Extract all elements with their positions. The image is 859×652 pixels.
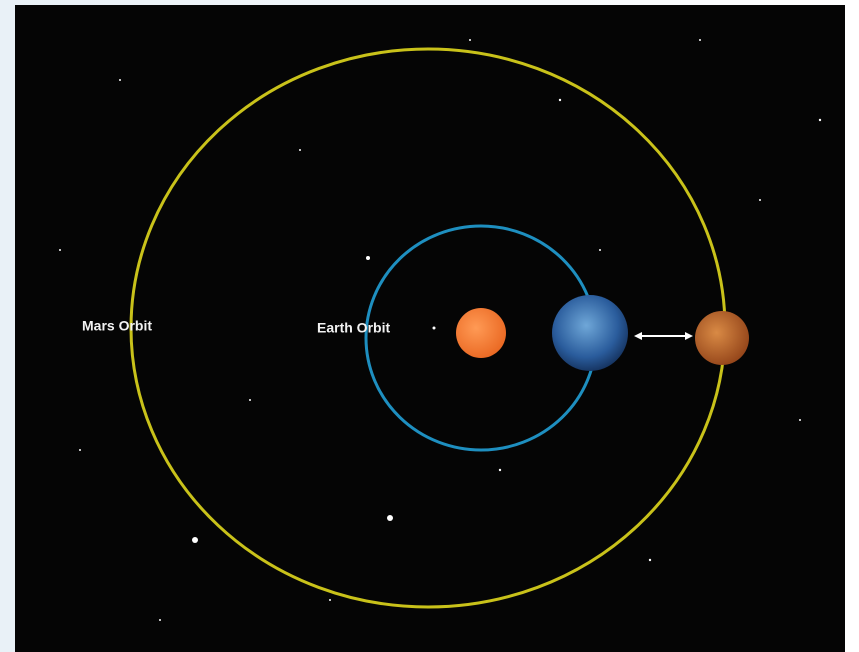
earth	[552, 295, 628, 371]
page: Mars Orbit Earth Orbit (() => { const da…	[0, 0, 859, 652]
orbit-diagram: Mars Orbit Earth Orbit	[0, 0, 859, 652]
mars-orbit-label: Mars Orbit	[82, 318, 152, 334]
mars	[695, 311, 749, 365]
earth-orbit-label: Earth Orbit	[317, 320, 390, 336]
sun	[456, 308, 506, 358]
